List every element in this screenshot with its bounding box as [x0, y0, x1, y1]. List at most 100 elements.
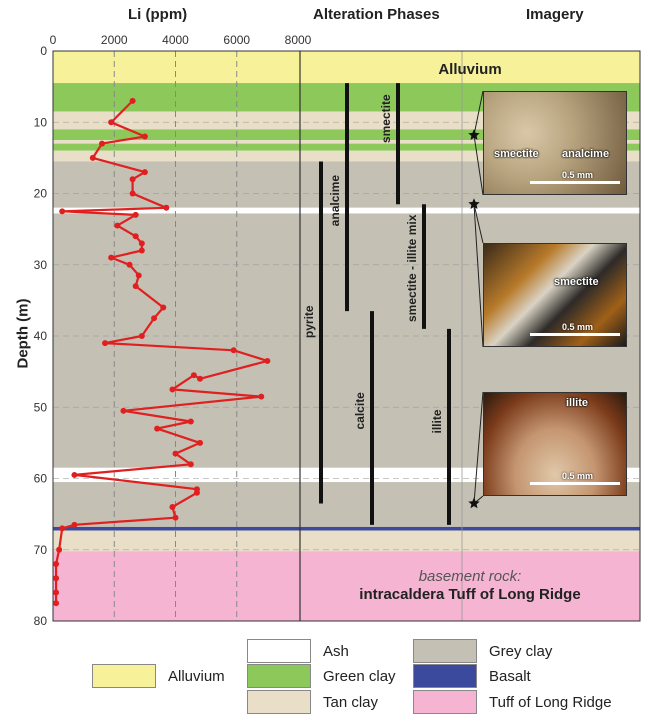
legend-item-ash: Ash	[247, 639, 349, 663]
photo1-label-1: smectite	[494, 148, 539, 160]
li-data-point	[193, 489, 200, 496]
scale-bar	[530, 181, 620, 184]
y-tick-label: 20	[34, 187, 48, 201]
li-data-point	[53, 600, 60, 607]
legend-item-alluvium: Alluvium	[92, 664, 225, 688]
legend-label-grey-clay: Grey clay	[489, 642, 553, 660]
legend-item-tan-clay: Tan clay	[247, 690, 378, 714]
li-data-point	[230, 347, 237, 354]
li-data-point	[108, 119, 115, 126]
li-data-point	[172, 450, 179, 457]
phase-label-calcite: calcite	[353, 392, 367, 430]
header-alteration: Alteration Phases	[313, 6, 440, 23]
layer-basalt	[53, 526, 640, 531]
photo-smectite: smectite 0.5 mm	[483, 243, 627, 347]
li-data-point	[53, 575, 60, 582]
li-data-point	[71, 521, 78, 528]
legend-item-grey-clay: Grey clay	[413, 639, 552, 663]
x-tick-label: 4000	[162, 33, 189, 47]
li-data-point	[132, 211, 139, 218]
layer-tan-clay	[53, 530, 640, 552]
li-data-point	[160, 304, 167, 311]
header-li: Li (ppm)	[128, 6, 188, 23]
sample-star-icon	[468, 497, 480, 509]
li-data-point	[264, 357, 271, 364]
li-data-point	[126, 261, 133, 268]
li-data-point	[114, 222, 121, 229]
li-data-point	[129, 190, 136, 197]
phase-label-illite: illite	[430, 409, 444, 433]
scale-bar	[530, 333, 620, 336]
li-data-point	[99, 140, 105, 147]
legend-item-basalt: Basalt	[413, 664, 531, 688]
li-data-point	[141, 133, 148, 140]
y-tick-label: 30	[34, 258, 48, 272]
legend-swatch-tan-clay	[247, 690, 311, 714]
phase-label-analcime: analcime	[328, 175, 342, 227]
photo-connector	[473, 204, 484, 244]
y-tick-label: 70	[34, 543, 48, 557]
y-axis-title: Depth (m)	[14, 298, 32, 369]
legend-item-tuff: Tuff of Long Ridge	[413, 690, 612, 714]
sample-star-icon	[468, 198, 480, 209]
y-tick-label: 10	[34, 115, 48, 129]
li-data-point	[138, 247, 145, 254]
photo-connector	[473, 391, 484, 504]
li-data-point	[53, 589, 60, 596]
photo-connector	[473, 90, 484, 136]
li-data-point	[129, 176, 136, 183]
li-data-point	[138, 333, 145, 339]
phase-label-pyrite: pyrite	[302, 305, 316, 338]
li-data-point	[187, 418, 194, 425]
alluvium-label: Alluvium	[438, 61, 502, 78]
li-data-point	[197, 375, 203, 382]
li-data-point	[129, 97, 136, 104]
li-data-point	[163, 204, 170, 211]
phase-label-smectite-illite-mix: smectite - illite mix	[405, 214, 419, 322]
legend-swatch-ash	[247, 639, 311, 663]
li-data-point	[71, 471, 78, 478]
li-data-point	[190, 372, 197, 379]
li-data-point	[138, 240, 145, 247]
legend-label-ash: Ash	[323, 642, 349, 660]
legend-label-tuff: Tuff of Long Ridge	[489, 693, 612, 711]
photo1-label-2: analcime	[562, 148, 610, 160]
li-data-point	[53, 561, 60, 567]
li-data-point	[56, 546, 63, 553]
photo-connector	[473, 204, 484, 348]
photo3-label-1: illite	[566, 397, 589, 409]
sample-star-icon	[468, 129, 480, 140]
li-data-point	[154, 425, 161, 432]
photo3-scale: 0.5 mm	[562, 471, 594, 481]
li-data-point	[120, 407, 127, 414]
legend-swatch-grey-clay	[413, 639, 477, 663]
phase-label-smectite: smectite	[379, 94, 393, 143]
photo2-label-1: smectite	[554, 276, 599, 288]
photo1-scale: 0.5 mm	[562, 170, 594, 180]
li-data-point	[102, 340, 109, 347]
legend-item-green-clay: Green clay	[247, 664, 396, 688]
legend-swatch-tuff	[413, 690, 477, 714]
legend-label-basalt: Basalt	[489, 667, 531, 685]
y-tick-label: 0	[40, 44, 47, 58]
li-data-point	[135, 272, 142, 279]
y-tick-label: 50	[34, 400, 48, 414]
li-data-point	[141, 169, 148, 176]
legend-label-green-clay: Green clay	[323, 667, 396, 685]
li-data-point	[169, 386, 176, 393]
li-data-point	[187, 461, 194, 468]
legend-label-tan-clay: Tan clay	[323, 693, 379, 711]
li-data-point	[151, 315, 158, 322]
photo-illite: illite 0.5 mm	[483, 392, 627, 496]
y-tick-label: 80	[34, 614, 48, 628]
y-tick-label: 60	[34, 472, 48, 486]
photo-connector	[473, 135, 484, 196]
layer-tuff-of-long-ridge	[53, 551, 640, 621]
photo2-scale: 0.5 mm	[562, 322, 594, 332]
li-data-point	[197, 439, 203, 446]
x-tick-label: 0	[50, 33, 57, 47]
legend-swatch-alluvium	[92, 664, 156, 688]
li-data-point	[89, 154, 96, 161]
legend-swatch-basalt	[413, 664, 477, 688]
